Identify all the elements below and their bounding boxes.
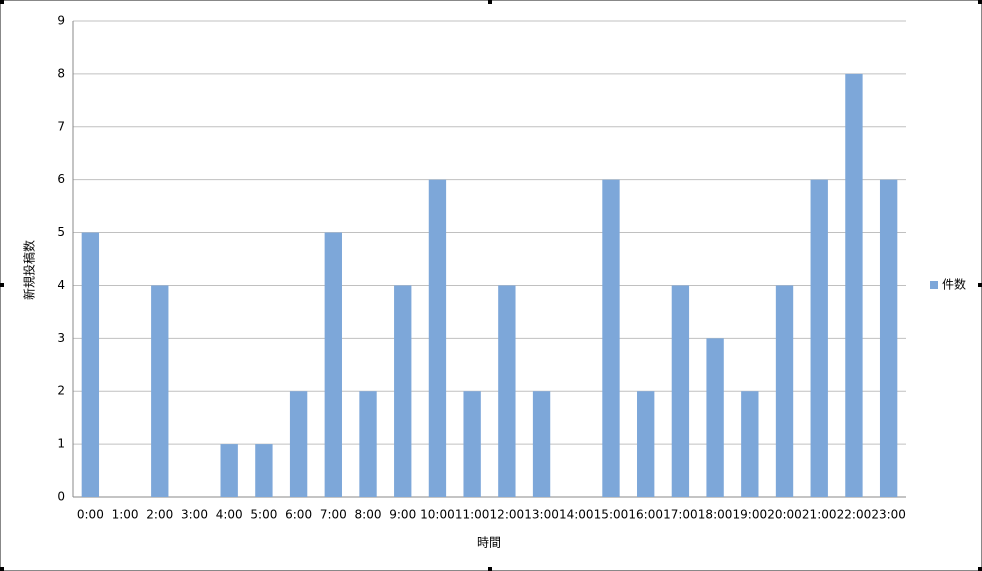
bar <box>220 444 238 497</box>
x-tick-label: 1:00 <box>112 508 139 522</box>
legend-swatch <box>930 281 938 289</box>
y-tick-label: 1 <box>57 437 65 451</box>
y-tick-label: 0 <box>57 490 65 504</box>
bar <box>741 391 759 497</box>
x-tick-label: 18:00 <box>698 508 733 522</box>
bar <box>151 285 169 497</box>
bar <box>810 179 828 497</box>
bar <box>428 179 447 497</box>
bar <box>81 232 100 498</box>
x-tick-label: 23:00 <box>871 508 906 522</box>
x-tick-label: 22:00 <box>837 508 872 522</box>
y-tick-label: 9 <box>57 14 65 28</box>
bar <box>324 232 342 498</box>
y-tick-label: 4 <box>57 278 65 292</box>
x-tick-label: 17:00 <box>663 508 698 522</box>
y-tick-label: 6 <box>57 172 65 186</box>
x-tick-label: 11:00 <box>455 508 490 522</box>
bar <box>289 391 308 497</box>
x-tick-label: 2:00 <box>146 508 173 522</box>
bar <box>463 391 481 497</box>
x-tick-label: 12:00 <box>490 508 525 522</box>
bar <box>775 285 794 497</box>
bar <box>498 285 516 497</box>
x-tick-label: 14:00 <box>559 508 594 522</box>
x-tick-label: 3:00 <box>181 508 208 522</box>
bar <box>602 179 620 497</box>
y-axis-title: 新規投稿数 <box>22 240 37 300</box>
bar <box>255 444 273 497</box>
bar <box>845 73 863 497</box>
x-tick-label: 5:00 <box>250 508 277 522</box>
bar <box>637 391 655 497</box>
bar <box>879 179 898 497</box>
x-tick-label: 15:00 <box>594 508 629 522</box>
x-tick-label: 16:00 <box>628 508 663 522</box>
x-tick-label: 20:00 <box>767 508 802 522</box>
x-tick-label: 21:00 <box>802 508 837 522</box>
bar <box>532 391 551 497</box>
y-tick-label: 7 <box>57 119 65 133</box>
y-tick-label: 2 <box>57 384 65 398</box>
x-tick-label: 6:00 <box>285 508 312 522</box>
x-tick-label: 0:00 <box>77 508 104 522</box>
x-tick-label: 13:00 <box>524 508 559 522</box>
y-tick-label: 8 <box>57 66 65 80</box>
x-tick-label: 7:00 <box>320 508 347 522</box>
y-tick-label: 5 <box>57 225 65 239</box>
x-axis-title: 時間 <box>477 536 501 550</box>
bar <box>671 285 690 497</box>
bar <box>359 391 377 497</box>
x-tick-label: 8:00 <box>355 508 382 522</box>
legend-label: 件数 <box>942 277 966 292</box>
bar <box>394 285 412 497</box>
x-tick-label: 10:00 <box>420 508 455 522</box>
x-tick-label: 19:00 <box>733 508 768 522</box>
x-tick-label: 4:00 <box>216 508 243 522</box>
bar <box>706 338 724 497</box>
x-tick-label: 9:00 <box>389 508 416 522</box>
y-tick-label: 3 <box>57 331 65 345</box>
